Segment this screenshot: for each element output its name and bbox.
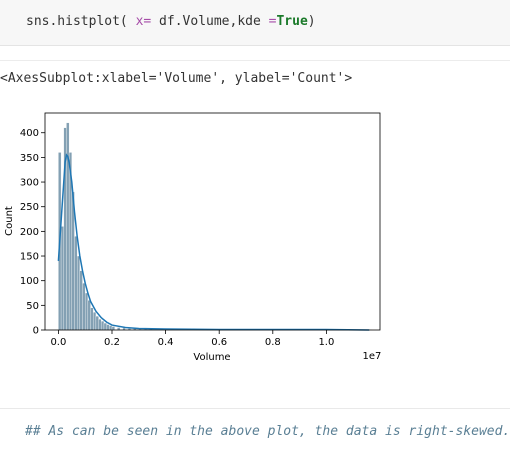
histogram-bar [95,316,99,331]
histogram-bar [85,292,89,331]
x-ticks: 0.0 0.2 0.4 0.6 0.8 1.0 [50,330,334,348]
y-axis-label: Count [4,206,15,236]
x-tick-label: 1.0 [318,337,334,348]
x-offset-label: 1e7 [363,351,382,362]
histogram-bar [103,322,107,331]
x-axis-label: Volume [193,352,230,363]
histogram-bar [74,236,78,331]
code-open-paren: ( [119,14,136,29]
output-repr: <AxesSubplot:xlabel='Volume', ylabel='Co… [0,71,353,86]
histogram-bar [111,326,115,331]
markdown-cell[interactable]: ## As can be seen in the above plot, the… [0,409,510,456]
output-divider [0,60,510,61]
y-tick-label: 50 [26,301,39,312]
x-tick-label: 0.6 [211,337,227,348]
code-cell[interactable]: sns.histplot( x= df.Volume,kde =True) [0,0,510,46]
y-tick-label: 350 [20,153,39,164]
code-arg-1: df.Volume, [151,14,238,29]
code-line: sns.histplot( x= df.Volume,kde =True) [26,14,316,29]
histogram-bar [66,122,70,331]
histogram-bar [77,255,80,331]
code-eq-2: = [260,14,277,29]
histogram-bar [98,318,102,331]
histogram-bar [82,282,86,331]
x-tick-label: 0.8 [265,337,281,348]
histogram-bar [79,270,83,331]
code-kw-kde: kde [237,14,261,29]
code-close-paren: ) [307,14,316,29]
histogram-bar [109,325,113,331]
kde-line [57,153,370,331]
y-ticks: 0 50 100 150 200 250 300 350 400 [20,128,45,337]
y-tick-label: 400 [20,128,39,139]
code-kw-x: x [135,14,144,29]
y-tick-label: 150 [20,252,39,263]
x-tick-label: 0.4 [158,337,174,348]
x-tick-label: 0.2 [104,337,120,348]
x-tick-label: 0.0 [50,337,66,348]
markdown-text: ## As can be seen in the above plot, the… [25,424,510,439]
plot-frame [44,112,381,331]
histogram-plot: 0.0 0.2 0.4 0.6 0.8 1.0 0 50 100 150 200 250 300 350… [4,112,382,363]
code-fn: sns.histplot [26,14,120,29]
histogram-bar [90,307,94,331]
y-tick-label: 250 [20,202,39,213]
y-tick-label: 300 [20,178,39,189]
code-eq-1: = [143,14,152,29]
y-tick-label: 100 [20,276,39,287]
markdown-divider [0,408,510,409]
histogram-bar [106,324,110,331]
histogram-bar [87,300,91,331]
code-true-literal: True [276,14,308,29]
histogram-bars [58,122,373,331]
histogram-bar [60,226,64,331]
histogram-bar [101,320,105,331]
y-tick-label: 200 [20,227,39,238]
y-tick-label: 0 [33,326,39,337]
histogram-bar [93,312,97,331]
